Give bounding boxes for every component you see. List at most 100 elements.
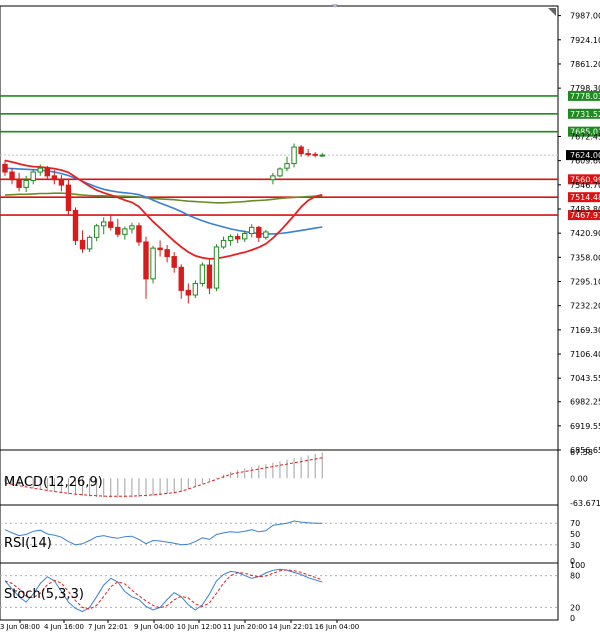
rsi-tick-label: 30 — [570, 541, 580, 550]
candle-down — [79, 239, 86, 250]
rsi-tick-label: 70 — [570, 519, 580, 528]
current-price-label: 7624.00 — [570, 151, 600, 160]
price-tick-label: 6982.25 — [570, 398, 600, 407]
price-axis: 7987.00 7924.10 7861.20 7798.30 7672.45 7609.… — [558, 12, 600, 623]
grid-layer — [0, 4, 559, 621]
support-level-label: 7560.99 — [570, 175, 600, 184]
candle-up — [227, 236, 234, 241]
macd-tick-label: -63.671 — [570, 499, 600, 508]
time-tick-label: 11 Jun 20:00 — [223, 623, 267, 631]
candle-down — [108, 221, 114, 228]
price-tick-label: 7295.10 — [570, 278, 600, 287]
price-tick-label: 7546.70 — [570, 181, 600, 190]
time-tick-label: 16 Jun 04:00 — [315, 623, 359, 631]
candle-up — [249, 226, 255, 235]
time-tick-label: 9 Jun 04:00 — [134, 623, 174, 631]
price-tick-label: 7798.30 — [570, 84, 600, 93]
candle-down — [44, 167, 50, 177]
candle-up — [213, 246, 220, 289]
candle-up — [277, 168, 283, 177]
indicator-panes — [0, 452, 558, 613]
candle-down — [51, 175, 58, 181]
support-level-label: 7467.97 — [570, 211, 600, 220]
candle-down — [143, 241, 149, 280]
candle-up — [122, 228, 128, 235]
stoch-label: Stoch(5,3,3) — [4, 587, 84, 602]
main-pane-frame — [0, 5, 559, 451]
support-level-badge — [568, 174, 600, 185]
candle-up — [101, 221, 107, 227]
price-tick-label: 7987.00 — [570, 12, 600, 21]
rsi-line — [4, 520, 323, 546]
ma-red-line — [4, 159, 323, 260]
price-tick-label: 7358.00 — [570, 253, 600, 262]
time-tick-label: 7 Jun 22:01 — [88, 623, 128, 631]
rsi-pane-frame — [0, 504, 559, 564]
candle-down — [185, 289, 192, 296]
macd-tick-label: 0.00 — [570, 474, 588, 483]
support-level-badge — [568, 192, 600, 203]
price-tick-label: 6856.65 — [570, 446, 600, 455]
candle-up — [30, 171, 36, 181]
time-tick-label: 14 Jun 22:01 — [269, 623, 313, 631]
price-tick-label: 7169.30 — [570, 326, 600, 335]
candle-up — [150, 247, 156, 280]
current-price-badge — [566, 150, 600, 161]
candle-down — [298, 146, 304, 155]
time-tick-label: 4 Jun 16:00 — [44, 623, 84, 631]
time-tick-label: 10 Jun 12:00 — [177, 623, 221, 631]
price-tick-label: 6919.55 — [570, 422, 600, 431]
price-tick-label: 7609.60 — [570, 157, 600, 166]
stoch-k-line — [4, 568, 323, 613]
candle-up — [37, 167, 43, 173]
resistance-level-label: 7731.52 — [570, 110, 600, 119]
candle-up — [242, 233, 248, 240]
candle-up — [199, 264, 206, 284]
stoch-d-line — [4, 569, 323, 610]
candle-down — [2, 163, 8, 173]
candle-up — [291, 146, 297, 165]
resistance-level-label: 7685.01 — [570, 128, 600, 137]
candle-down — [16, 179, 22, 188]
chart-shift-icon — [548, 8, 556, 16]
candle-down — [65, 184, 72, 211]
candle-up — [270, 175, 276, 181]
support-level-label: 7514.48 — [570, 193, 600, 202]
price-tick-label: 7483.80 — [570, 205, 600, 214]
price-tick-label: 7043.55 — [570, 374, 600, 383]
candle-down — [157, 247, 163, 251]
candle-up — [263, 231, 269, 238]
candle-up — [319, 154, 325, 157]
resistance-level-badge — [568, 126, 600, 137]
stoch-tick-label: 80 — [570, 572, 580, 581]
time-tick-label: 3 Jun 08:00 — [0, 623, 40, 631]
moving-averages — [4, 159, 323, 260]
price-tick-label: 7106.40 — [570, 350, 600, 359]
candle-down — [178, 266, 184, 291]
candle-down — [115, 226, 121, 235]
ma-blue-line — [4, 167, 323, 235]
shift-marker — [332, 4, 338, 8]
candle-down — [312, 153, 318, 156]
candle-down — [256, 226, 262, 238]
rsi-tick-label: 0 — [570, 557, 575, 566]
candle-down — [206, 264, 213, 289]
macd-tick-label: 67.58 — [570, 448, 593, 457]
candle-up — [129, 225, 135, 230]
candle-down — [72, 209, 79, 241]
stoch-tick-label: 100 — [570, 561, 585, 570]
candle-down — [171, 256, 177, 268]
support-level-badge — [568, 210, 600, 221]
ma-green-line — [4, 192, 323, 204]
candle-up — [86, 236, 93, 250]
price-tick-label: 7232.20 — [570, 302, 600, 311]
candle-down — [234, 236, 241, 240]
resistance-level-label: 7778.03 — [570, 92, 600, 101]
candle-down — [305, 153, 311, 156]
candle-down — [9, 171, 15, 181]
candle-up — [93, 225, 100, 238]
price-tick-label: 7924.10 — [570, 36, 600, 45]
macd-label: MACD(12,26,9) — [4, 475, 103, 490]
